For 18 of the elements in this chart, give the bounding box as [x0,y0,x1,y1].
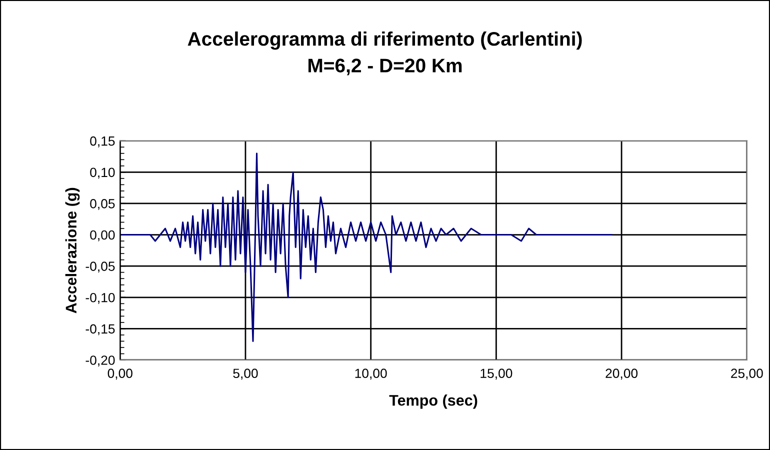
x-tick-label: 5,00 [233,368,258,380]
x-axis-title: Tempo (sec) [389,394,478,409]
y-axis-title: Accelerazione (g) [65,188,80,314]
y-tick-label: -0,20 [86,356,115,366]
x-tick-label: 0,00 [108,368,132,380]
y-tick-label: 0,00 [90,230,115,242]
x-tick-label: 20,00 [606,368,638,380]
chart-title: Accelerogramma di riferimento (Carlentini) M=6,2 - D=20 Km [188,32,582,76]
y-tick-label: -0,05 [86,262,115,273]
x-tick-label: 15,00 [480,368,512,380]
y-tick-label: 0,15 [90,136,115,148]
y-tick-label: -0,15 [86,324,115,336]
y-tick-label: 0,10 [90,168,115,179]
y-tick-label: 0,05 [90,199,115,210]
x-tick-label: 25,00 [731,368,763,380]
line-series [120,152,612,342]
y-tick-label: -0,10 [86,292,115,304]
x-tick-label: 10,00 [355,368,387,380]
